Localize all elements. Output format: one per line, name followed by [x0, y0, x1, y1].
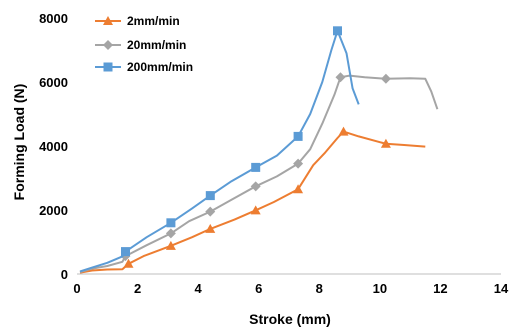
y-tick-label: 4000 — [39, 139, 68, 154]
data-point — [205, 206, 216, 217]
x-tick-label: 14 — [494, 281, 509, 296]
series-line — [79, 29, 360, 273]
x-tick-labels: 0 2 4 6 8 10 12 14 — [73, 281, 509, 296]
data-point — [333, 26, 342, 36]
y-tick-label: 8000 — [39, 11, 68, 26]
x-tick-label: 8 — [316, 281, 323, 296]
y-axis-title: Forming Load (N) — [11, 84, 27, 201]
data-point — [205, 223, 216, 233]
data-point — [123, 258, 134, 268]
data-point — [293, 158, 304, 169]
legend-marker-triangle — [103, 16, 113, 25]
x-tick-label: 10 — [373, 281, 387, 296]
y-tick-label: 0 — [61, 267, 68, 282]
x-tick-label: 4 — [194, 281, 202, 296]
x-axis-title: Stroke (mm) — [249, 311, 331, 327]
data-point — [335, 72, 346, 83]
series-2 — [79, 26, 360, 273]
x-tick-label: 12 — [433, 281, 447, 296]
data-point — [166, 218, 176, 228]
legend-marker-square — [103, 62, 113, 72]
data-point — [250, 181, 261, 192]
series-line — [79, 74, 439, 274]
series-0 — [79, 126, 426, 274]
series-1 — [79, 72, 439, 274]
data-point — [380, 138, 391, 148]
x-tick-label: 6 — [255, 281, 262, 296]
legend-label: 2mm/min — [127, 14, 180, 28]
legend-label: 200mm/min — [127, 60, 193, 74]
legend-marker-diamond — [103, 40, 113, 50]
legend-label: 20mm/min — [127, 38, 186, 52]
data-point — [250, 205, 261, 215]
data-point — [293, 184, 304, 194]
y-tick-label: 2000 — [39, 203, 68, 218]
y-tick-label: 6000 — [39, 75, 68, 90]
data-point — [121, 247, 130, 257]
series-line — [79, 130, 426, 274]
legend-item: 2mm/min — [95, 14, 180, 28]
x-tick-label: 2 — [134, 281, 141, 296]
x-tick-label: 0 — [73, 281, 80, 296]
data-point — [251, 162, 261, 172]
legend-item: 20mm/min — [95, 38, 186, 52]
data-point — [293, 131, 303, 141]
legend: 2mm/min 20mm/min 200mm/min — [95, 14, 193, 74]
data-point — [165, 240, 176, 250]
y-tick-labels: 0 2000 4000 6000 8000 — [39, 11, 68, 282]
data-point — [205, 191, 215, 201]
series-layer — [79, 26, 439, 274]
legend-item: 200mm/min — [95, 60, 193, 74]
data-point — [338, 126, 349, 136]
data-point — [380, 73, 391, 84]
data-point — [165, 228, 176, 239]
